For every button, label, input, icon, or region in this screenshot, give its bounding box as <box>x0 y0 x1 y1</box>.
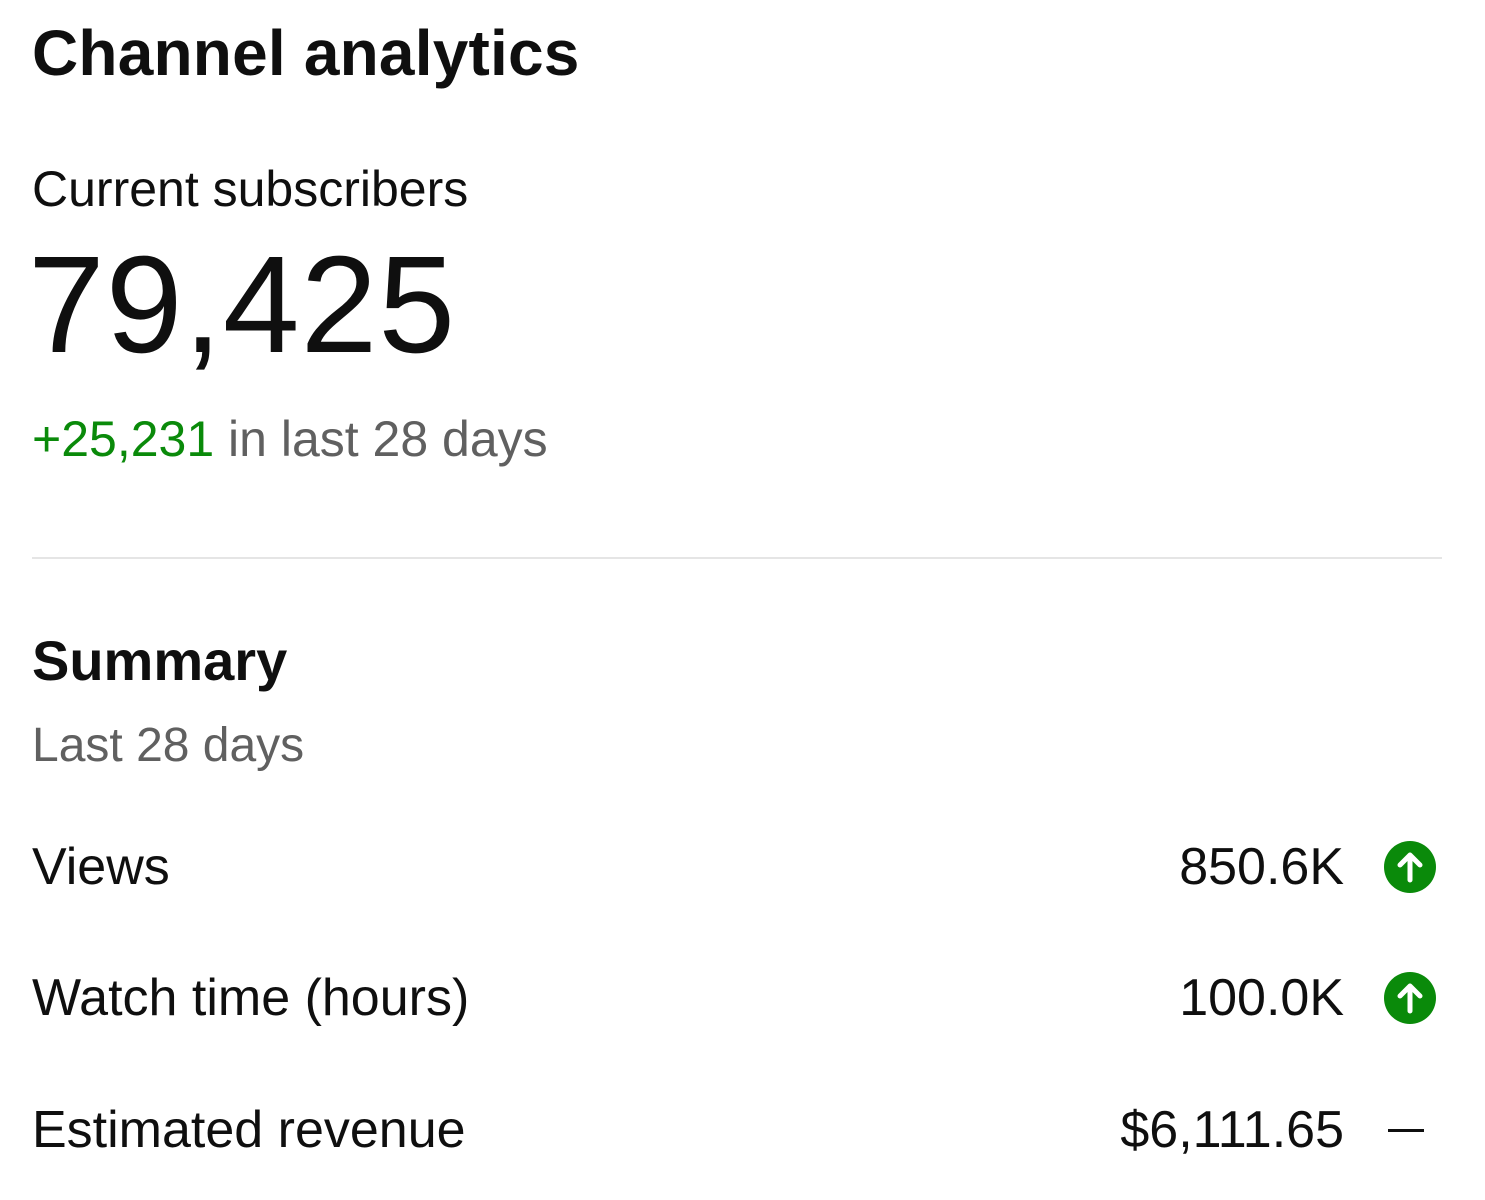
metric-row-watch-time[interactable]: Watch time (hours) 100.0K <box>32 958 1442 1038</box>
metric-row-views[interactable]: Views 850.6K <box>32 827 1442 907</box>
metric-value: 850.6K <box>1179 838 1344 896</box>
metric-label: Watch time (hours) <box>32 969 470 1027</box>
dash-icon <box>1388 1129 1424 1132</box>
arrow-up-circle-icon <box>1384 972 1436 1024</box>
subscriber-count: 79,425 <box>28 228 457 382</box>
card-title: Channel analytics <box>32 17 580 89</box>
metric-value: $6,111.65 <box>1120 1101 1344 1159</box>
summary-date-range: Last 28 days <box>32 719 305 772</box>
subscriber-delta-period: in last 28 days <box>214 411 548 467</box>
section-divider <box>32 557 1442 559</box>
metric-value: 100.0K <box>1179 969 1344 1027</box>
summary-title: Summary <box>32 629 288 692</box>
metric-row-estimated-revenue[interactable]: Estimated revenue $6,111.65 <box>32 1090 1442 1170</box>
arrow-up-circle-icon <box>1384 841 1436 893</box>
current-subscribers-label: Current subscribers <box>32 161 469 217</box>
metric-label: Estimated revenue <box>32 1101 466 1159</box>
metric-label: Views <box>32 838 170 896</box>
subscriber-delta-value: +25,231 <box>32 411 215 467</box>
subscriber-change: +25,231 in last 28 days <box>32 410 548 468</box>
